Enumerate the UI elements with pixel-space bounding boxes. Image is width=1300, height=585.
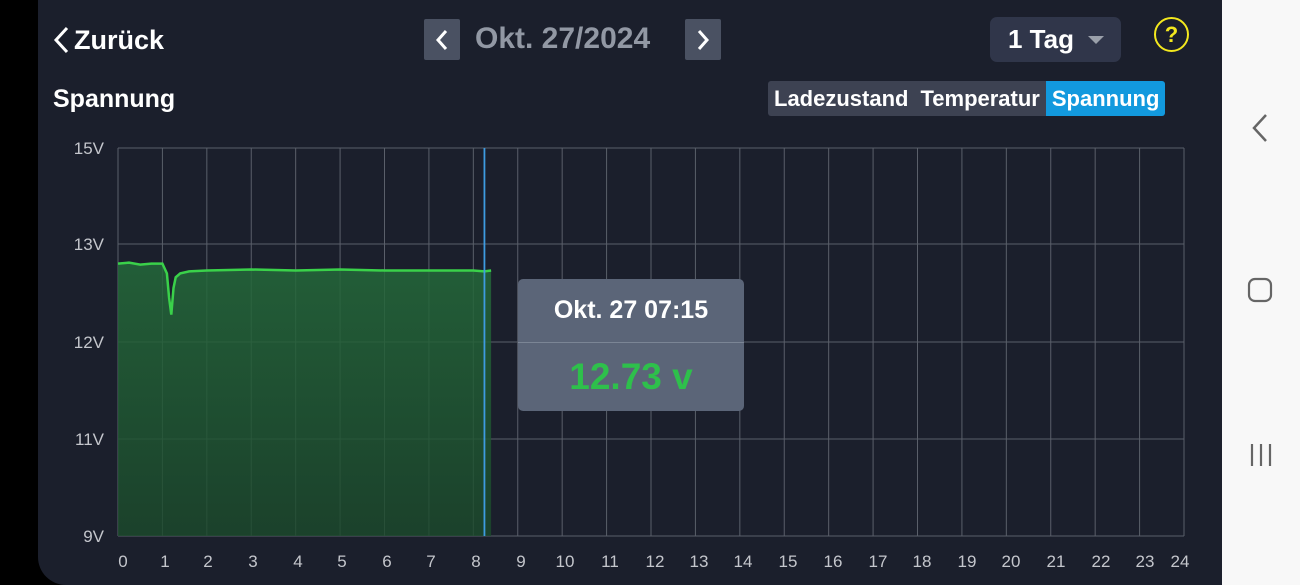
three-bars-icon[interactable] — [1248, 442, 1274, 468]
x-tick-label: 17 — [869, 552, 888, 571]
y-tick-label: 11V — [75, 430, 105, 449]
x-tick-label: 19 — [958, 552, 977, 571]
x-tick-label: 6 — [382, 552, 391, 571]
x-tick-label: 16 — [824, 552, 843, 571]
x-tick-label: 14 — [734, 552, 753, 571]
tooltip-time: Okt. 27 07:15 — [518, 279, 744, 343]
chevron-left-icon — [435, 29, 448, 50]
y-tick-label: 15V — [74, 139, 105, 158]
range-selected-label: 1 Tag — [1008, 24, 1074, 54]
help-icon[interactable]: ? — [1154, 17, 1189, 52]
x-tick-label: 0 — [118, 552, 127, 571]
tooltip-value: 12.73 v — [569, 356, 693, 397]
back-button[interactable]: Zurück — [52, 22, 164, 58]
tab-temperatur[interactable]: Temperatur — [914, 81, 1046, 116]
tab-ladezustand[interactable]: Ladezustand — [768, 81, 915, 116]
y-tick-label: 13V — [74, 235, 105, 254]
x-tick-label: 2 — [203, 552, 212, 571]
chevron-right-icon — [697, 29, 710, 50]
x-tick-label: 13 — [690, 552, 709, 571]
x-tick-label: 20 — [1002, 552, 1021, 571]
value-tooltip: Okt. 27 07:15 12.73 v — [518, 279, 744, 411]
voltage-line — [117, 261, 492, 315]
caret-down-icon — [1088, 36, 1104, 44]
x-tick-label: 1 — [160, 552, 169, 571]
chevron-left-icon — [53, 26, 69, 54]
back-label: Zurück — [74, 24, 165, 55]
rounded-square-icon[interactable] — [1247, 277, 1273, 303]
x-tick-label: 18 — [913, 552, 932, 571]
x-tick-label: 10 — [556, 552, 575, 571]
x-tick-label: 15 — [779, 552, 798, 571]
tab-spannung[interactable]: Spannung — [1045, 81, 1166, 116]
x-tick-label: 9 — [516, 552, 525, 571]
app-window: Zurück Okt. 27/2024 1 Tag ? Spannung Lad… — [38, 0, 1222, 585]
x-tick-label: 3 — [248, 552, 257, 571]
range-dropdown[interactable]: 1 Tag — [990, 17, 1121, 62]
x-tick-label: 8 — [471, 552, 480, 571]
x-tick-label: 11 — [601, 552, 619, 571]
x-tick-label: 4 — [293, 552, 302, 571]
x-tick-label: 23 — [1136, 552, 1155, 571]
date-label: Okt. 27/2024 — [475, 22, 651, 55]
page-title: Spannung — [53, 85, 176, 113]
chevron-left-icon[interactable] — [1250, 113, 1270, 143]
y-tick-label: 9V — [83, 527, 104, 546]
previous-date-button[interactable] — [424, 19, 460, 60]
metric-tabs: Ladezustand Temperatur Spannung — [768, 81, 1166, 116]
x-tick-label: 21 — [1047, 552, 1066, 571]
x-tick-label: 7 — [426, 552, 435, 571]
x-tick-label: 5 — [337, 552, 346, 571]
y-tick-label: 12V — [74, 333, 105, 352]
x-tick-label: 24 — [1171, 552, 1190, 571]
next-date-button[interactable] — [685, 19, 721, 60]
system-navigation-bar — [1222, 0, 1300, 585]
x-tick-label: 22 — [1092, 552, 1111, 571]
voltage-area — [118, 262, 492, 536]
x-tick-label: 12 — [646, 552, 665, 571]
